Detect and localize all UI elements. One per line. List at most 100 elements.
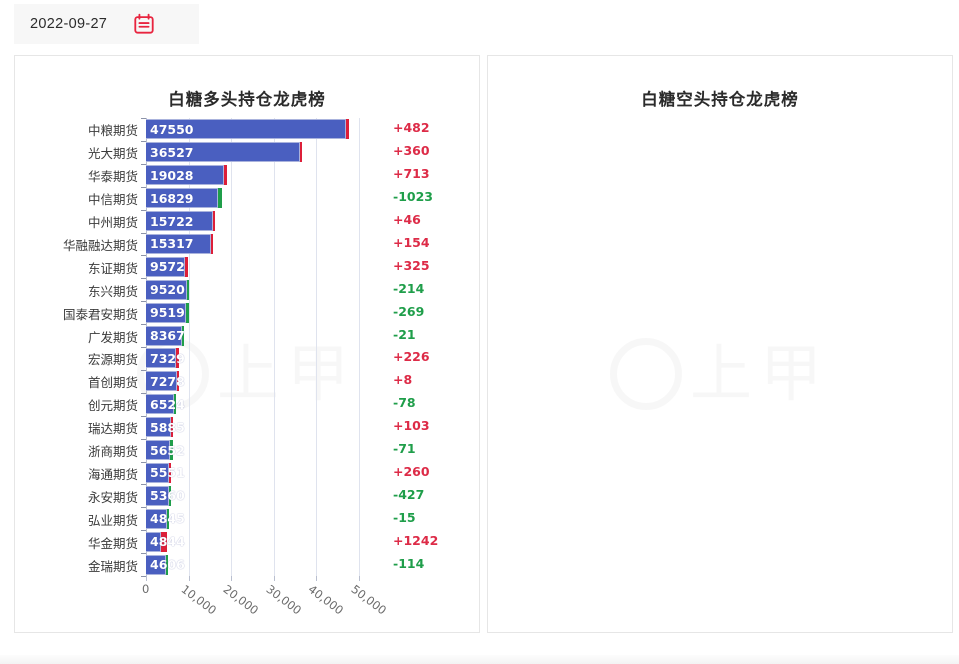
bar-row[interactable]: 7278 [146, 371, 185, 392]
bar-increase-segment [210, 233, 213, 254]
x-tick-mark [146, 576, 147, 581]
panel-title-short: 白糖空头持仓龙虎榜 [641, 91, 799, 109]
bar-value-label: 9519 [150, 305, 185, 321]
x-tick-mark [188, 576, 190, 581]
axis-tick [141, 140, 146, 142]
axis-tick [141, 324, 146, 326]
bar-increase-segment [185, 256, 188, 277]
axis-tick [141, 530, 146, 532]
bar-row[interactable]: 5360 [146, 485, 185, 506]
bar-row[interactable]: 5652 [146, 440, 185, 461]
category-label: 首创期货 [87, 375, 138, 391]
bar-value-label: 15722 [150, 213, 194, 229]
category-label: 海通期货 [87, 466, 138, 482]
bar-base [146, 211, 213, 232]
axis-tick [141, 163, 146, 165]
axis-tick [141, 576, 146, 577]
bar-row[interactable]: 8367 [146, 325, 185, 346]
change-value: +103 [393, 418, 430, 434]
bar-row[interactable]: 4845 [146, 508, 185, 529]
bar-base [146, 531, 162, 552]
bar-decrease-segment [217, 188, 222, 209]
bar-value-label: 6524 [150, 396, 185, 412]
bar-decrease-segment [186, 279, 189, 300]
x-axis: 0 10,000 20,000 30,000 40,000 50,000 [15, 576, 479, 632]
axis-tick [141, 553, 146, 555]
axis-tick [141, 118, 146, 119]
bar-row[interactable]: 19028 [146, 165, 227, 186]
panel-long-positions: 上甲 白糖多头持仓龙虎榜 中粮期货 47550 +482 光大期货 36527 +360 华… [14, 55, 480, 633]
bar-increase-segment [176, 348, 179, 369]
axis-tick [141, 301, 146, 303]
bar-base [146, 417, 171, 438]
chart-short-positions: 中粮期货72617+883中信期货53093+2493华泰期货18346+160… [488, 118, 952, 632]
bar-value-label: 16829 [150, 190, 194, 206]
bar-row[interactable]: 5551 [146, 462, 185, 483]
bar-base [146, 188, 218, 209]
bar-base [146, 485, 169, 506]
bar-value-label: 5360 [150, 488, 185, 504]
x-tick-label: 40,000 [305, 582, 347, 618]
bar-row[interactable]: 36527 [146, 142, 303, 163]
category-label: 华融融达期货 [62, 237, 138, 253]
axis-tick [141, 186, 146, 188]
bar-row[interactable]: 47550 [146, 119, 349, 140]
category-label: 金瑞期货 [87, 558, 138, 574]
axis-tick [141, 461, 146, 463]
gridline [273, 118, 275, 576]
axis-tick [141, 255, 146, 257]
bar-row[interactable]: 15317 [146, 233, 213, 254]
bar-base [146, 554, 166, 575]
footer-gradient [0, 655, 959, 664]
date-picker[interactable]: 2022-09-27 [14, 4, 199, 44]
category-label: 华金期货 [87, 535, 138, 551]
category-label: 永安期货 [87, 489, 138, 505]
bar-row[interactable]: 4606 [146, 554, 185, 575]
chart-long-positions: 中粮期货 47550 +482 光大期货 36527 +360 华泰期货 19028 +713 中… [15, 118, 479, 632]
bar-row[interactable]: 9520 [146, 279, 189, 300]
y-axis-line [146, 118, 147, 576]
calendar-icon[interactable] [133, 13, 155, 35]
category-label: 华泰期货 [87, 169, 138, 185]
bar-decrease-segment [181, 325, 185, 346]
change-value: +154 [393, 234, 430, 250]
bar-base [146, 142, 300, 163]
bar-value-label: 47550 [150, 121, 194, 137]
bar-base [146, 462, 169, 483]
bar-value-label: 4606 [150, 557, 185, 573]
bar-value-label: 5551 [150, 465, 185, 481]
category-label: 广发期货 [87, 329, 138, 345]
bar-base [146, 119, 347, 140]
bar-decrease-segment [168, 485, 172, 506]
bar-row[interactable]: 15722 [146, 211, 216, 232]
change-value: -269 [393, 303, 425, 319]
bar-base [146, 348, 177, 369]
change-value: +713 [393, 166, 430, 182]
bar-base [146, 233, 211, 254]
bar-row[interactable]: 7329 [146, 348, 185, 369]
x-tick-mark [316, 576, 318, 581]
x-axis: 010,00020,00030,00040,00050,00060,00070,… [488, 576, 952, 632]
panels-container: 上甲 白糖多头持仓龙虎榜 中粮期货 47550 +482 光大期货 36527 +360 华… [0, 55, 959, 655]
x-tick-label: 50,000 [348, 582, 389, 618]
axis-tick [141, 415, 146, 417]
bar-row[interactable]: 9519 [146, 302, 189, 323]
bar-row[interactable]: 16829 [146, 188, 222, 209]
bar-increase-segment [161, 531, 167, 552]
change-value: -15 [393, 509, 416, 525]
bar-value-label: 4844 [150, 534, 185, 550]
bar-row[interactable]: 5885 [146, 417, 185, 438]
bar-decrease-segment [170, 440, 173, 461]
bar-value-label: 19028 [150, 167, 194, 183]
change-value: -427 [393, 486, 425, 502]
change-value: +482 [393, 120, 430, 136]
x-tick-label: 30,000 [263, 582, 304, 618]
change-value: -1023 [393, 189, 433, 205]
bar-row[interactable]: 4844 [146, 531, 185, 552]
bar-row[interactable]: 6524 [146, 394, 185, 415]
axis-tick [141, 438, 146, 440]
change-value: -214 [393, 280, 425, 296]
gridline [358, 118, 360, 576]
bar-row[interactable]: 9572 [146, 256, 188, 277]
